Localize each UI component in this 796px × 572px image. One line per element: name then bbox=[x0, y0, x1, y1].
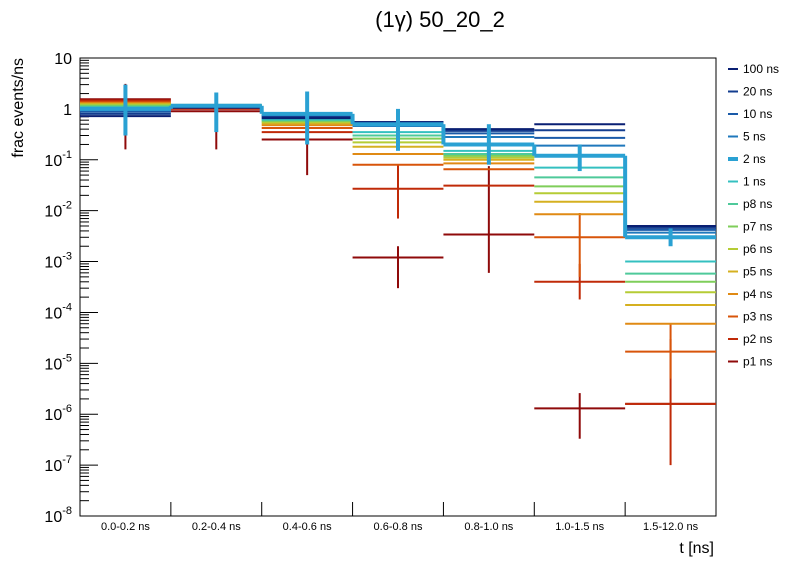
y-tick-label: 10-1 bbox=[44, 149, 72, 170]
x-category-label: 1.5-12.0 ns bbox=[643, 521, 699, 533]
highlight-series-layer bbox=[80, 84, 716, 247]
legend: 100 ns 20 ns 10 ns 5 ns 2 ns 1 ns p8 ns p7 ns p6… bbox=[728, 62, 779, 369]
x-category-label: 0.6-0.8 ns bbox=[374, 521, 423, 533]
y-tick-label: 10-3 bbox=[44, 251, 72, 272]
x-category-label: 1.0-1.5 ns bbox=[555, 521, 604, 533]
y-axis-label: frac events/ns bbox=[10, 58, 27, 158]
y-tick-exponent: -6 bbox=[62, 403, 72, 415]
legend-label: p6 ns bbox=[743, 242, 772, 256]
y-tick-base: 10 bbox=[44, 255, 62, 272]
y-tick-base: 10 bbox=[44, 407, 62, 424]
y-tick-base: 10 bbox=[44, 458, 62, 475]
plot-frame bbox=[79, 57, 717, 517]
legend-label: p1 ns bbox=[743, 355, 772, 369]
axis-ticks: 10-810-710-610-510-410-310-210-11100.0-0… bbox=[44, 51, 698, 533]
legend-label: 20 ns bbox=[743, 85, 772, 99]
legend-label: p3 ns bbox=[743, 310, 772, 324]
chart-title: (1γ) 50_20_2 bbox=[375, 7, 505, 32]
legend-label: 5 ns bbox=[743, 130, 766, 144]
y-tick-label: 10-2 bbox=[44, 200, 72, 221]
y-tick-base: 10 bbox=[44, 509, 62, 526]
y-tick-label: 10-6 bbox=[44, 403, 72, 424]
y-tick-label: 1 bbox=[63, 102, 72, 119]
legend-label: p4 ns bbox=[743, 287, 772, 301]
y-tick-base: 10 bbox=[44, 153, 62, 170]
y-tick-exponent: -1 bbox=[62, 149, 72, 161]
x-category-label: 0.4-0.6 ns bbox=[283, 521, 332, 533]
legend-label: 1 ns bbox=[743, 175, 766, 189]
y-tick-base: 10 bbox=[44, 305, 62, 322]
legend-label: p5 ns bbox=[743, 265, 772, 279]
y-tick-label: 10-8 bbox=[44, 505, 72, 526]
legend-label: 2 ns bbox=[743, 152, 766, 166]
series-2-ns bbox=[80, 84, 716, 247]
y-tick-label: 10-4 bbox=[44, 301, 72, 322]
y-tick-label: 10 bbox=[54, 51, 72, 68]
legend-label: 100 ns bbox=[743, 62, 779, 76]
y-tick-exponent: -5 bbox=[62, 352, 72, 364]
legend-label: p8 ns bbox=[743, 197, 772, 211]
y-tick-base: 10 bbox=[44, 204, 62, 221]
y-tick-exponent: -2 bbox=[62, 200, 72, 212]
x-axis-label: t [ns] bbox=[679, 540, 714, 557]
y-tick-exponent: -7 bbox=[62, 454, 72, 466]
y-tick-label: 10-7 bbox=[44, 454, 72, 475]
x-category-label: 0.8-1.0 ns bbox=[464, 521, 513, 533]
y-tick-exponent: -4 bbox=[62, 301, 72, 313]
legend-label: p7 ns bbox=[743, 220, 772, 234]
y-tick-exponent: -8 bbox=[62, 505, 72, 517]
y-tick-base: 10 bbox=[44, 356, 62, 373]
y-tick-exponent: -3 bbox=[62, 251, 72, 263]
legend-label: p2 ns bbox=[743, 332, 772, 346]
legend-label: 10 ns bbox=[743, 107, 772, 121]
x-category-label: 0.2-0.4 ns bbox=[192, 521, 241, 533]
x-category-label: 0.0-0.2 ns bbox=[101, 521, 150, 533]
y-tick-label: 10-5 bbox=[44, 352, 72, 373]
